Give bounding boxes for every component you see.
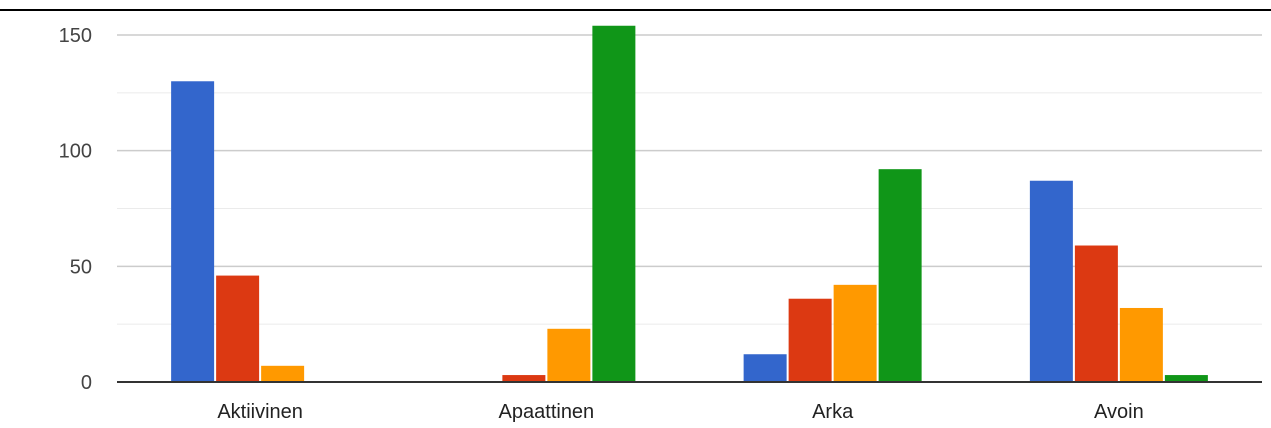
bar [878, 169, 922, 382]
x-tick-label: Apaattinen [499, 401, 595, 423]
bar [592, 25, 636, 382]
bar [547, 328, 591, 382]
bar [1029, 180, 1073, 382]
y-tick-label: 150 [59, 25, 92, 47]
gridlines [117, 34, 1262, 325]
y-tick-label: 100 [59, 141, 92, 163]
bar [1074, 245, 1118, 382]
x-tick-label: Aktiivinen [217, 401, 303, 423]
bar [261, 365, 305, 382]
x-axis-labels: Aktiivinen Apaattinen Arka Avoin [217, 401, 1143, 423]
bar [788, 298, 832, 382]
bar [502, 375, 546, 382]
bar [1164, 375, 1208, 382]
y-tick-label: 0 [81, 372, 92, 394]
bars [171, 25, 1208, 383]
y-tick-label: 50 [70, 256, 92, 278]
y-axis-ticks: 0 50 100 150 [59, 25, 92, 394]
bar [1119, 307, 1163, 382]
bar [216, 275, 260, 382]
bar [171, 81, 215, 383]
x-tick-label: Avoin [1094, 401, 1144, 423]
bar [743, 354, 787, 382]
bar [833, 284, 877, 382]
x-tick-label: Arka [812, 401, 854, 423]
